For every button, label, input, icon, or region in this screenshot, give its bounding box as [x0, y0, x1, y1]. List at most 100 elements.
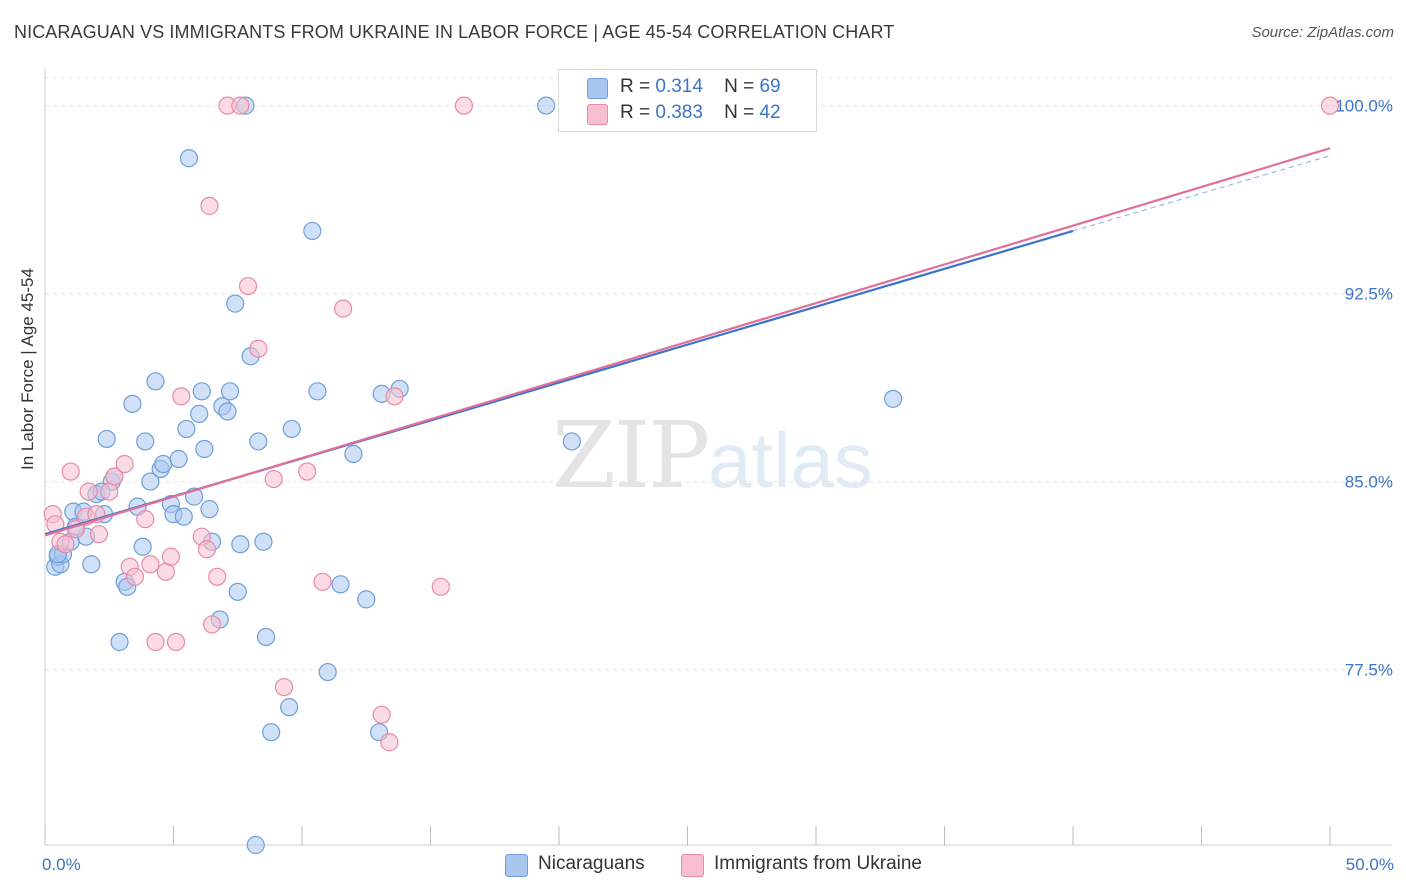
- point-nicaraguans: [177, 419, 196, 439]
- point-nicaraguans: [141, 472, 160, 491]
- trend-ukraine: [44, 147, 1331, 537]
- legend-swatch-nicaraguans: [587, 78, 608, 99]
- point-nicaraguans: [303, 221, 322, 241]
- point-nicaraguans: [179, 149, 199, 168]
- tick-labels: 77.5% 85.0% 92.5% 100.0% 0.0% 50.0%: [42, 97, 1394, 874]
- point-nicaraguans: [537, 96, 556, 115]
- point-nicaraguans: [256, 627, 276, 647]
- point-nicaraguans: [331, 575, 350, 594]
- bottom-legend-label: Immigrants from Ukraine: [714, 853, 922, 874]
- point-ukraine: [208, 567, 227, 586]
- point-ukraine: [105, 467, 124, 486]
- point-nicaraguans: [262, 723, 281, 742]
- point-nicaraguans: [154, 454, 173, 474]
- point-ukraine: [172, 387, 191, 406]
- watermark-atlas: atlas: [708, 416, 873, 504]
- point-ukraine: [200, 196, 219, 215]
- trend-nicaraguans-extension: [1072, 155, 1331, 232]
- point-nicaraguans: [308, 382, 327, 401]
- y-tick-label: 92.5%: [1345, 285, 1393, 304]
- point-ukraine: [313, 572, 332, 591]
- point-nicaraguans: [254, 532, 273, 551]
- point-ukraine: [454, 96, 474, 115]
- point-nicaraguans: [562, 432, 581, 451]
- point-ukraine: [166, 632, 186, 652]
- bottom-legend-label: Nicaraguans: [538, 853, 645, 874]
- point-nicaraguans: [218, 402, 237, 421]
- point-nicaraguans: [282, 419, 301, 439]
- series-ukraine-points: [43, 96, 1340, 752]
- legend-r-value: 0.383: [655, 102, 703, 123]
- point-nicaraguans: [169, 449, 188, 469]
- point-ukraine: [61, 462, 80, 481]
- point-nicaraguans: [246, 835, 265, 855]
- point-nicaraguans: [82, 555, 101, 574]
- legend-n-value: 69: [759, 76, 781, 97]
- point-nicaraguans: [249, 432, 268, 451]
- point-nicaraguans: [110, 632, 129, 652]
- legend-n-label: N =: [724, 102, 755, 123]
- point-ukraine: [431, 577, 450, 596]
- point-ukraine: [89, 525, 109, 544]
- legend-n-value: 42: [759, 102, 781, 123]
- grid-lines: [45, 77, 1392, 671]
- point-ukraine: [385, 387, 404, 406]
- point-nicaraguans: [883, 389, 903, 408]
- point-nicaraguans: [190, 404, 209, 423]
- legend-swatch-ukraine: [587, 104, 608, 125]
- point-nicaraguans: [97, 429, 116, 449]
- legend-r-label: R =: [620, 76, 651, 97]
- point-nicaraguans: [133, 537, 152, 556]
- point-ukraine: [238, 276, 258, 296]
- point-ukraine: [372, 705, 391, 724]
- point-nicaraguans: [280, 698, 299, 717]
- point-ukraine: [156, 562, 175, 581]
- watermark-zip: ZIP: [552, 402, 710, 509]
- legend-r-value: 0.314: [655, 76, 703, 97]
- point-ukraine: [249, 339, 268, 358]
- point-ukraine: [141, 555, 160, 574]
- point-nicaraguans: [220, 382, 240, 401]
- point-nicaraguans: [231, 535, 250, 554]
- point-nicaraguans: [174, 507, 193, 526]
- source-label: Source: ZipAtlas.com: [1251, 24, 1394, 41]
- stats-legend: R = 0.314 N = 69 R = 0.383 N = 42: [558, 69, 817, 132]
- point-nicaraguans: [192, 382, 211, 401]
- trend-lines: [44, 147, 1331, 537]
- point-nicaraguans: [136, 432, 155, 451]
- legend-n-label: N =: [724, 76, 755, 97]
- point-ukraine: [274, 677, 294, 697]
- y-tick-label: 100.0%: [1335, 97, 1393, 116]
- bottom-legend-swatch-nicaraguans: [505, 854, 528, 877]
- y-tick-label: 77.5%: [1345, 661, 1393, 680]
- x-tick-label: 50.0%: [1346, 855, 1394, 874]
- y-tick-label: 85.0%: [1345, 473, 1393, 492]
- point-ukraine: [197, 540, 217, 559]
- point-ukraine: [264, 469, 283, 489]
- point-nicaraguans: [344, 444, 363, 464]
- chart-title: NICARAGUAN VS IMMIGRANTS FROM UKRAINE IN…: [14, 22, 895, 42]
- axes: [44, 68, 1392, 846]
- x-tick-label: 0.0%: [42, 855, 81, 874]
- point-ukraine: [79, 482, 98, 501]
- point-nicaraguans: [195, 439, 214, 459]
- point-ukraine: [56, 535, 75, 554]
- point-nicaraguans: [318, 662, 337, 682]
- point-nicaraguans: [123, 394, 142, 413]
- point-nicaraguans: [146, 372, 165, 391]
- point-ukraine: [202, 615, 222, 634]
- y-axis-label: In Labor Force | Age 45-54: [18, 268, 37, 470]
- point-ukraine: [334, 299, 353, 318]
- point-nicaraguans: [357, 590, 376, 609]
- point-ukraine: [380, 733, 399, 752]
- point-ukraine: [231, 96, 250, 115]
- series-nicaraguans-points: [46, 96, 903, 855]
- point-ukraine: [100, 482, 119, 501]
- bottom-legend-swatch-ukraine: [681, 854, 704, 877]
- point-ukraine: [298, 462, 317, 481]
- point-nicaraguans: [200, 500, 219, 519]
- point-ukraine: [146, 632, 165, 652]
- point-ukraine: [136, 510, 155, 529]
- point-nicaraguans: [228, 582, 247, 601]
